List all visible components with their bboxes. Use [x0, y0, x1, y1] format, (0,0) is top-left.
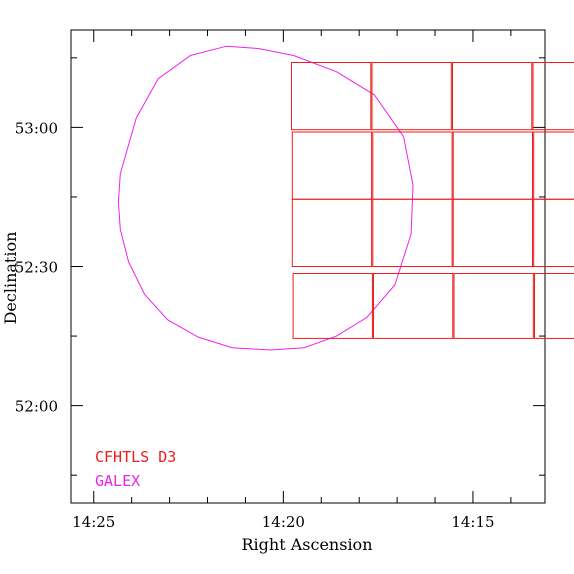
legend-cfhtls-label: CFHTLS D3: [95, 448, 176, 466]
ccd-chip: [371, 62, 452, 131]
ccd-chip: [533, 198, 574, 267]
ccd-chip: [452, 131, 534, 200]
ccd-chip: [533, 131, 574, 200]
ccd-chip: [372, 131, 453, 200]
x-tick-label: 14:25: [72, 513, 115, 531]
ccd-chip: [452, 198, 534, 267]
cfhtls-d3-mosaic: [291, 62, 574, 339]
ccd-chip: [292, 273, 373, 339]
ccd-chip: [532, 62, 574, 131]
y-axis-label: Declination: [1, 232, 20, 325]
ccd-chip: [291, 131, 373, 200]
ccd-chip: [453, 273, 534, 339]
ccd-chip: [291, 62, 372, 131]
y-tick-label: 52:30: [15, 259, 58, 277]
ccd-chip: [452, 62, 533, 131]
ccd-chip: [373, 273, 454, 339]
axis-ticks: [71, 30, 545, 503]
x-tick-label: 14:20: [262, 513, 305, 531]
x-tick-labels: 14:25 14:20 14:15: [72, 513, 494, 531]
ccd-chip: [534, 273, 574, 339]
legend-galex-label: GALEX: [95, 472, 140, 490]
y-tick-label: 52:00: [15, 398, 58, 416]
y-tick-label: 53:00: [15, 119, 58, 137]
galex-footprint: [117, 45, 414, 351]
x-axis-label: Right Ascension: [242, 535, 373, 554]
x-tick-label: 14:15: [451, 513, 494, 531]
ccd-chip: [291, 198, 373, 267]
galex-polygon: [117, 45, 414, 351]
